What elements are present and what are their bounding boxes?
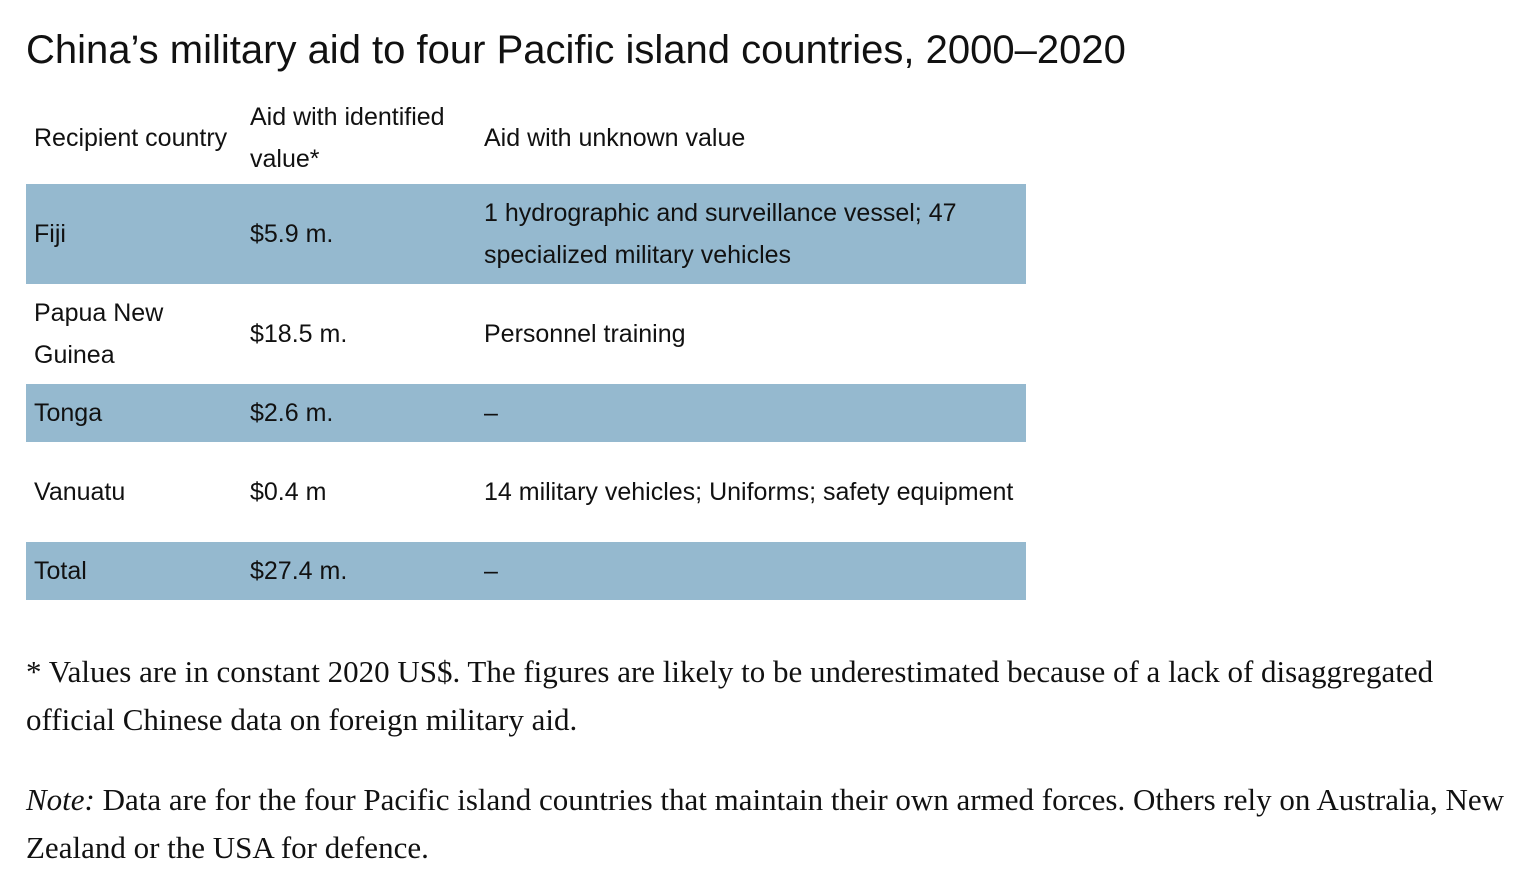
note-label: Note: bbox=[26, 782, 95, 817]
column-header-identified-value: Aid with identified value* bbox=[250, 103, 445, 173]
cell-country: Tonga bbox=[26, 384, 242, 442]
cell-identified-value: $2.6 m. bbox=[242, 384, 476, 442]
cell-identified-value: $27.4 m. bbox=[242, 542, 476, 600]
note-paragraph: Note: Data are for the four Pacific isla… bbox=[26, 776, 1506, 872]
cell-unknown-value: Personnel training bbox=[484, 320, 686, 348]
cell-unknown-value: – bbox=[476, 384, 1026, 442]
cell-country: Vanuatu bbox=[34, 478, 126, 506]
cell-identified-value: $18.5 m. bbox=[250, 320, 348, 348]
header-row: Recipient country Aid with identified va… bbox=[26, 92, 1026, 184]
table-row: Papua New Guinea $18.5 m. Personnel trai… bbox=[26, 284, 1026, 384]
cell-country: Total bbox=[26, 542, 242, 600]
column-header-unknown-value: Aid with unknown value bbox=[484, 124, 746, 152]
table-title: China’s military aid to four Pacific isl… bbox=[26, 28, 1126, 72]
cell-unknown-value: 1 hydrographic and surveillance vessel; … bbox=[476, 184, 1026, 284]
table-body: Fiji $5.9 m. 1 hydrographic and surveill… bbox=[26, 184, 1026, 600]
table-row: Tonga $2.6 m. – bbox=[26, 384, 1026, 442]
table-row-total: Total $27.4 m. – bbox=[26, 542, 1026, 600]
notes-section: * Values are in constant 2020 US$. The f… bbox=[26, 648, 1506, 872]
table-row: Fiji $5.9 m. 1 hydrographic and surveill… bbox=[26, 184, 1026, 284]
table-header: Recipient country Aid with identified va… bbox=[26, 92, 1026, 184]
cell-country: Fiji bbox=[26, 184, 242, 284]
cell-unknown-value: – bbox=[476, 542, 1026, 600]
table-row: Vanuatu $0.4 m 14 military vehicles; Uni… bbox=[26, 442, 1026, 542]
note-text: Data are for the four Pacific island cou… bbox=[26, 782, 1505, 865]
cell-country: Papua New Guinea bbox=[34, 299, 164, 369]
aid-table: Recipient country Aid with identified va… bbox=[26, 92, 1026, 600]
column-header-recipient-country: Recipient country bbox=[34, 124, 228, 152]
cell-identified-value: $5.9 m. bbox=[242, 184, 476, 284]
cell-identified-value: $0.4 m bbox=[250, 478, 327, 506]
footnote: * Values are in constant 2020 US$. The f… bbox=[26, 654, 1434, 737]
cell-unknown-value: 14 military vehicles; Uniforms; safety e… bbox=[484, 478, 1014, 506]
